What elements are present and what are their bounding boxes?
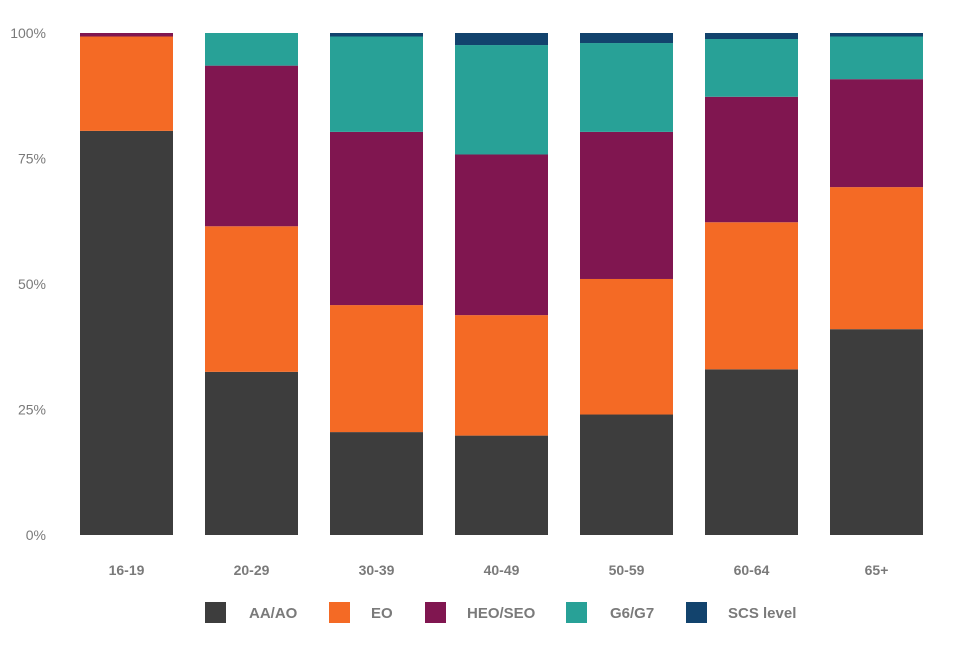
bar-segment xyxy=(330,305,423,433)
y-tick-label: 75% xyxy=(18,151,46,167)
y-tick-label: 0% xyxy=(26,527,46,543)
legend-label: AA/AO xyxy=(249,605,298,622)
x-tick-label: 50-59 xyxy=(609,562,645,578)
bar-segment xyxy=(205,33,298,66)
x-axis: 16-19 20-29 30-39 40-49 50-59 60-64 65+ xyxy=(109,562,889,578)
bar-segment xyxy=(580,278,673,415)
legend-swatch xyxy=(686,602,707,623)
bar-segment xyxy=(705,222,798,370)
legend-swatch xyxy=(425,602,446,623)
y-tick-label: 100% xyxy=(10,25,46,41)
legend-label: HEO/SEO xyxy=(467,605,536,622)
bar-segment xyxy=(330,33,423,37)
bar-segment xyxy=(80,36,173,131)
bar-segment xyxy=(830,79,923,188)
bar-segment xyxy=(455,435,548,535)
y-tick-label: 25% xyxy=(18,402,46,418)
bar-segment xyxy=(580,43,673,132)
y-axis: 0% 25% 50% 75% 100% xyxy=(10,25,46,543)
bar-segment xyxy=(205,371,298,535)
bar-segment xyxy=(80,130,173,535)
x-tick-label: 40-49 xyxy=(484,562,520,578)
bar-segment xyxy=(455,45,548,155)
bar-segment xyxy=(830,36,923,80)
bar-segment xyxy=(205,226,298,372)
bar-segment xyxy=(330,36,423,132)
bar-segment xyxy=(580,414,673,535)
legend-label: EO xyxy=(371,605,393,622)
bar-segment xyxy=(705,96,798,223)
x-tick-label: 20-29 xyxy=(234,562,270,578)
bar-segment xyxy=(580,33,673,44)
x-tick-label: 65+ xyxy=(865,562,889,578)
x-tick-label: 16-19 xyxy=(109,562,145,578)
bar-segment xyxy=(330,432,423,535)
bar-segment xyxy=(830,329,923,535)
bar-segment xyxy=(580,131,673,279)
bar-segment xyxy=(830,33,923,37)
bars-group xyxy=(80,33,923,535)
x-tick-label: 30-39 xyxy=(359,562,395,578)
bar-segment xyxy=(455,154,548,316)
legend-label: SCS level xyxy=(728,605,796,622)
legend-label: G6/G7 xyxy=(610,605,654,622)
bar-segment xyxy=(330,131,423,306)
legend-swatch xyxy=(329,602,350,623)
bar-segment xyxy=(705,33,798,40)
bar-segment xyxy=(455,315,548,436)
bar-segment xyxy=(80,33,173,37)
x-tick-label: 60-64 xyxy=(734,562,770,578)
y-tick-label: 50% xyxy=(18,276,46,292)
legend-swatch xyxy=(566,602,587,623)
bar-segment xyxy=(455,33,548,46)
bar-segment xyxy=(705,39,798,97)
bar-segment xyxy=(705,369,798,535)
bar-segment xyxy=(830,187,923,330)
legend-swatch xyxy=(205,602,226,623)
bar-segment xyxy=(205,65,298,227)
legend: AA/AO EO HEO/SEO G6/G7 SCS level xyxy=(205,602,796,623)
